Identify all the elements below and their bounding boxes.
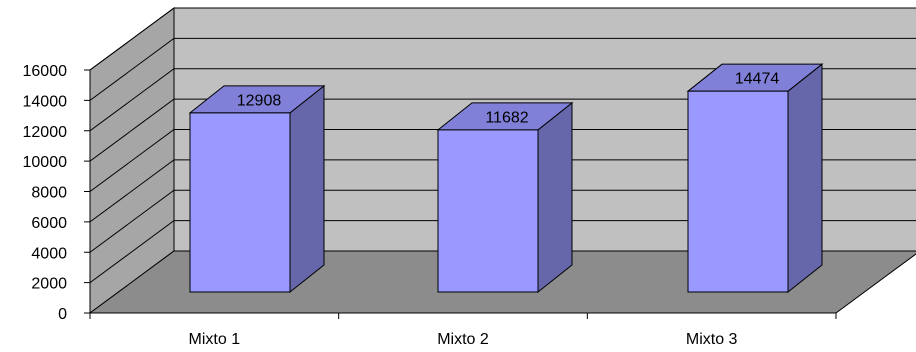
y-tick-label: 2000 <box>31 276 67 293</box>
y-tick-label: 0 <box>58 306 67 323</box>
bar-front <box>437 129 539 293</box>
x-tick-label: Mixto 2 <box>437 331 489 348</box>
x-tick-label: Mixto 3 <box>686 331 738 348</box>
gridline <box>89 159 916 223</box>
bar <box>188 84 326 294</box>
y-tick-label: 8000 <box>31 185 67 202</box>
gridline <box>89 7 916 71</box>
x-tick-label: Mixto 1 <box>189 331 241 348</box>
y-tick-label: 6000 <box>31 215 67 232</box>
gridline <box>89 189 916 253</box>
data-label: 11682 <box>485 109 528 126</box>
y-tick-label: 10000 <box>23 154 68 171</box>
bar-front <box>687 90 789 293</box>
y-tick-label: 14000 <box>23 93 68 110</box>
gridline <box>89 98 916 162</box>
data-label: 14474 <box>735 71 780 88</box>
gridlines <box>89 7 916 284</box>
bar <box>686 63 824 294</box>
data-labels: 12908 11682 14474 <box>237 71 780 127</box>
bar-side <box>289 84 325 294</box>
gridline <box>89 129 916 192</box>
bar <box>436 101 574 294</box>
bars <box>188 63 824 294</box>
gridline <box>89 220 916 284</box>
bar-side <box>787 63 823 294</box>
y-tick-label: 12000 <box>23 124 68 141</box>
x-axis: Mixto 1 Mixto 2 Mixto 3 <box>89 312 837 348</box>
bar-front <box>189 112 291 293</box>
bar-side <box>537 101 573 294</box>
gridline <box>89 37 916 101</box>
y-tick-label: 16000 <box>23 63 68 80</box>
data-label: 12908 <box>237 92 282 109</box>
y-tick-label: 4000 <box>31 245 67 262</box>
gridline <box>89 68 916 132</box>
y-axis: 0 2000 4000 6000 8000 10000 12000 14000 16000 <box>23 63 91 323</box>
